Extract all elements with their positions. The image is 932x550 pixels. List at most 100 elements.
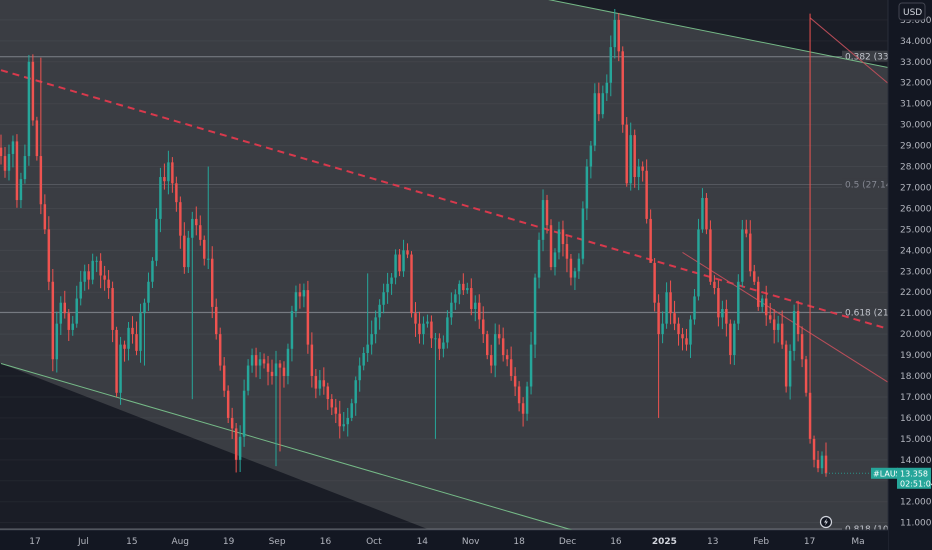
candle: [370, 320, 373, 355]
fib-label: 0.382 (33.243): [845, 53, 912, 63]
candle: [593, 83, 597, 152]
time-tick-label: Aug: [171, 537, 189, 547]
candle-body: [278, 363, 282, 368]
candle: [422, 316, 425, 345]
candle-body: [39, 156, 43, 205]
candle-body: [390, 277, 393, 284]
candle-body: [434, 338, 437, 340]
candle: [800, 326, 804, 368]
candle-body: [290, 311, 294, 349]
candle: [541, 189, 545, 252]
candle-body: [258, 359, 262, 366]
candle: [394, 249, 397, 285]
candle-body: [11, 141, 15, 154]
candle: [557, 221, 561, 260]
price-tick-label: 21.000: [900, 309, 932, 319]
candle-body: [3, 156, 7, 171]
candle-body: [709, 229, 712, 282]
candle-body: [163, 177, 166, 182]
candle-body: [784, 344, 788, 387]
candle-body: [131, 327, 134, 335]
candle: [51, 269, 55, 372]
candle: [210, 246, 214, 319]
time-axis[interactable]: [0, 530, 888, 550]
candle-body: [772, 319, 776, 330]
candle: [83, 264, 86, 291]
candle-body: [446, 317, 449, 343]
candle-body: [505, 355, 509, 360]
candle-body: [450, 302, 453, 318]
candle-body: [617, 19, 620, 52]
candle: [780, 310, 784, 349]
candle: [159, 167, 162, 233]
time-tick-label: 14: [417, 537, 429, 547]
candle-body: [115, 329, 118, 393]
price-tick-label: 17.000: [900, 393, 932, 403]
price-tick-label: 22.000: [900, 288, 932, 298]
candle-body: [745, 229, 748, 234]
candle: [115, 326, 118, 397]
candle: [573, 267, 577, 291]
candle-body: [43, 204, 47, 230]
candle: [242, 379, 246, 447]
candle-body: [410, 254, 413, 314]
fib-label-bg: [842, 306, 921, 318]
candle-body: [757, 281, 760, 307]
currency-button[interactable]: [898, 2, 926, 21]
candle: [218, 327, 222, 371]
candle: [757, 276, 760, 311]
candle: [39, 57, 43, 215]
candle: [737, 274, 740, 331]
candle-body: [382, 292, 385, 305]
candle: [529, 331, 533, 395]
candle: [513, 367, 517, 397]
price-axis[interactable]: [888, 0, 932, 550]
candle: [262, 353, 266, 369]
candle: [426, 314, 429, 328]
candle-body: [139, 313, 142, 351]
candle: [274, 350, 278, 467]
candle-body: [159, 177, 162, 219]
candle: [792, 304, 796, 361]
candle: [286, 343, 290, 385]
candle: [537, 232, 541, 289]
candle: [183, 222, 186, 274]
candle-body: [753, 271, 756, 282]
candle: [290, 305, 294, 362]
candle-body: [282, 367, 286, 377]
candle: [131, 316, 134, 344]
candle: [768, 302, 772, 324]
candle: [230, 407, 234, 439]
candle-body: [513, 376, 517, 387]
candle: [617, 13, 620, 62]
candle-body: [438, 338, 441, 349]
time-tick-label: 18: [513, 537, 525, 547]
candle: [298, 283, 302, 309]
candle: [561, 220, 565, 257]
candle-body: [521, 403, 525, 414]
candle: [466, 282, 469, 294]
price-tick-label: 32.000: [900, 79, 932, 89]
candle-body: [203, 239, 206, 259]
candle: [346, 407, 349, 437]
candle-body: [430, 321, 433, 339]
candle: [493, 323, 497, 378]
candle: [549, 219, 553, 271]
candle: [179, 196, 182, 249]
candle-body: [207, 258, 210, 260]
candle-body: [103, 275, 106, 280]
candle-body: [501, 338, 505, 356]
candle: [569, 254, 573, 286]
time-tick-label: 19: [223, 537, 235, 547]
candle: [250, 348, 254, 373]
time-tick-label: 13: [707, 537, 718, 547]
candle: [673, 300, 676, 331]
candle: [661, 311, 664, 344]
candle-body: [111, 288, 114, 330]
candle: [820, 451, 824, 474]
time-tick-label: Ma: [851, 537, 864, 547]
candle-body: [613, 19, 617, 48]
candle: [103, 265, 106, 291]
